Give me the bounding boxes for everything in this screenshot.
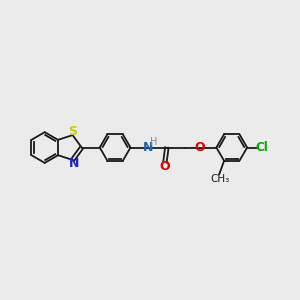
Text: O: O <box>194 141 205 154</box>
Text: CH₃: CH₃ <box>211 174 230 184</box>
Text: H: H <box>150 137 158 147</box>
Text: N: N <box>143 141 154 154</box>
Text: N: N <box>69 158 79 170</box>
Text: O: O <box>160 160 170 173</box>
Text: Cl: Cl <box>256 141 268 154</box>
Text: S: S <box>68 125 77 138</box>
